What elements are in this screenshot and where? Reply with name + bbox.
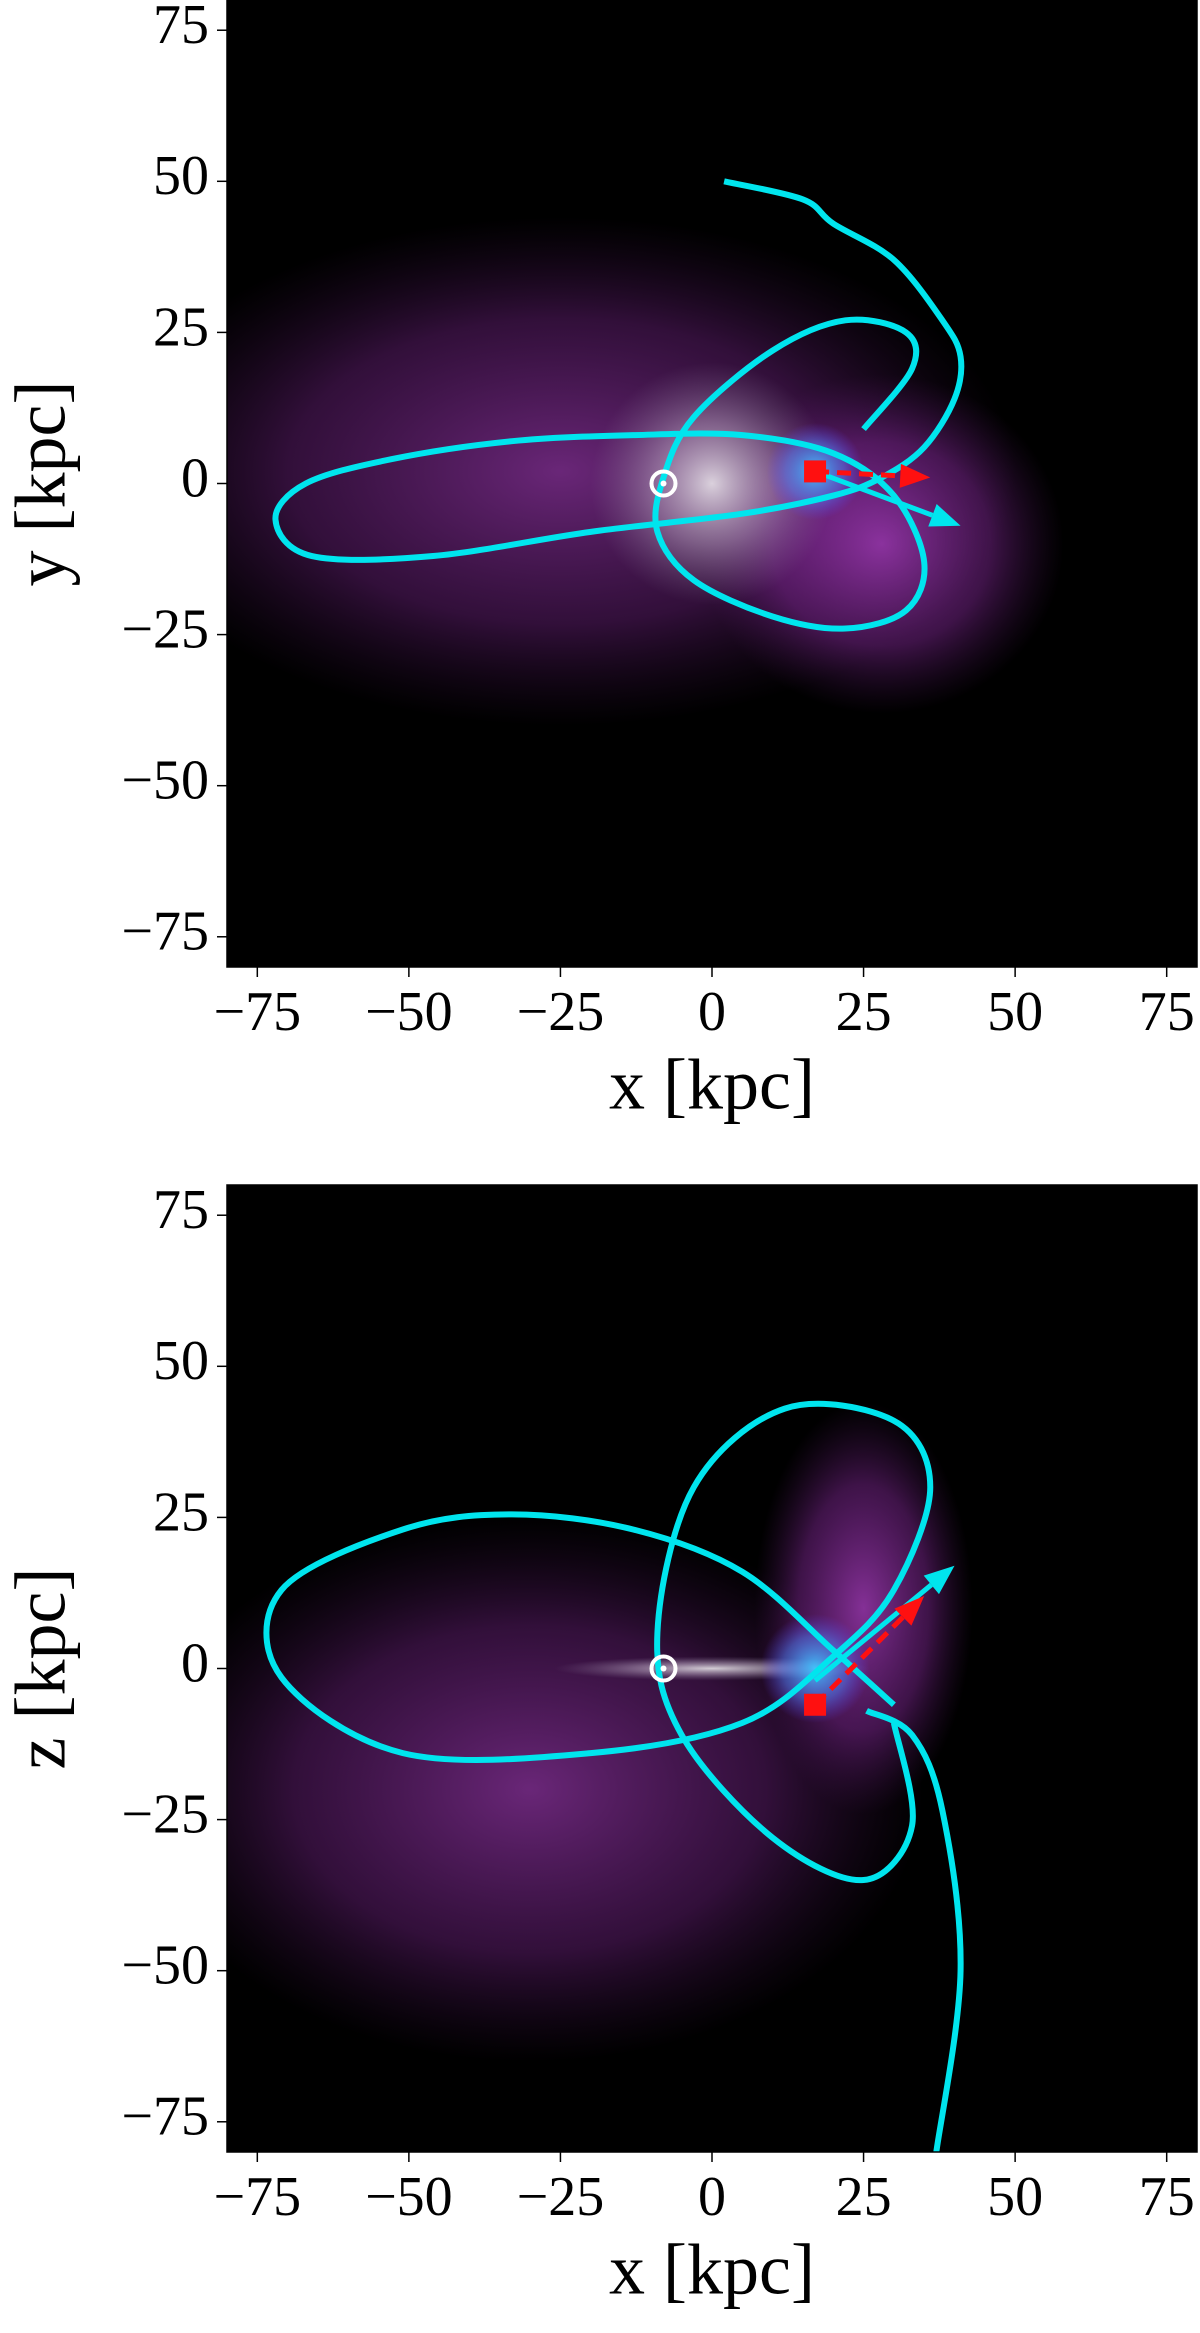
y-tick-label: −25 — [121, 598, 209, 660]
y-tick-label: 25 — [153, 1481, 209, 1543]
y-axis-label: y [kpc] — [1, 381, 81, 587]
plot-frame — [226, 1184, 1198, 2153]
y-tick-label: −25 — [121, 1783, 209, 1845]
y-tick-label: 75 — [153, 0, 209, 56]
sun-dot — [660, 480, 667, 487]
x-axis-label: x [kpc] — [609, 2230, 815, 2310]
sun-marker — [649, 469, 678, 498]
velocity-arrow — [814, 468, 901, 479]
y-tick-label: 50 — [153, 1330, 209, 1392]
particle-cloud — [227, 1516, 925, 2063]
x-tick-label: 50 — [987, 2166, 1043, 2228]
x-tick-label: −75 — [214, 981, 302, 1043]
plot-frame — [226, 0, 1198, 968]
arrow-head — [894, 1595, 925, 1626]
satellite-marker — [804, 460, 827, 483]
x-tick-label: −25 — [517, 981, 605, 1043]
x-tick-label: 50 — [987, 981, 1043, 1043]
y-tick-label: 0 — [181, 1632, 209, 1694]
y-tick-label: 25 — [153, 296, 209, 358]
x-axis-label: x [kpc] — [609, 1045, 815, 1125]
y-axis-label: z [kpc] — [1, 1568, 81, 1770]
y-tick-label: −75 — [121, 901, 209, 963]
y-tick-label: −75 — [121, 2086, 209, 2148]
sun-dot — [660, 1665, 667, 1672]
y-tick-label: −50 — [121, 1935, 209, 1997]
y-tick-label: 75 — [153, 1179, 209, 1241]
particle-layer — [227, 216, 1064, 726]
x-tick-label: 75 — [1139, 981, 1195, 1043]
arrow-head — [899, 463, 931, 488]
x-tick-label: 75 — [1139, 2166, 1195, 2228]
x-tick-label: 25 — [836, 2166, 892, 2228]
satellite-marker — [804, 1693, 827, 1716]
x-tick-label: 0 — [698, 981, 726, 1043]
arrow-head — [928, 504, 961, 527]
x-tick-label: −50 — [365, 981, 453, 1043]
velocity-arrow — [814, 469, 934, 518]
y-tick-label: −50 — [121, 750, 209, 812]
x-tick-label: −25 — [517, 2166, 605, 2228]
x-tick-label: 25 — [836, 981, 892, 1043]
x-tick-label: −50 — [365, 2166, 453, 2228]
orbit-line — [263, 1400, 964, 2152]
y-tick-label: 50 — [153, 145, 209, 207]
arrow-head — [923, 1565, 955, 1595]
sun-marker — [649, 1654, 678, 1683]
y-tick-label: 0 — [181, 447, 209, 509]
disk-glow — [590, 362, 834, 605]
x-tick-label: 0 — [698, 2166, 726, 2228]
velocity-arrow — [813, 1582, 933, 1683]
x-tick-label: −75 — [214, 2166, 302, 2228]
orbit-line — [272, 178, 965, 632]
